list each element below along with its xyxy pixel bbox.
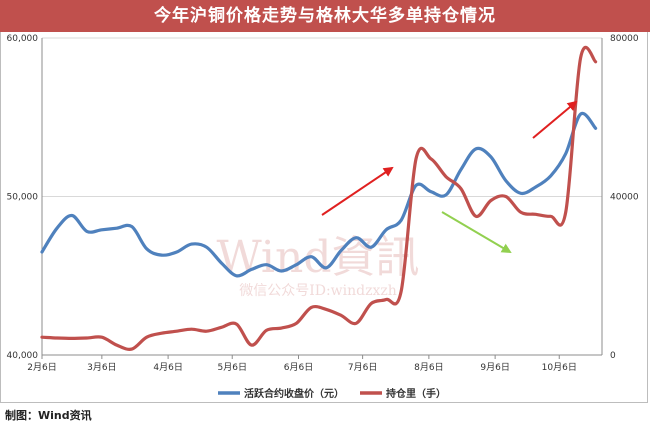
- y-left-tick-label: 40,000: [7, 351, 39, 361]
- y-left-tick-label: 50,000: [7, 193, 39, 203]
- x-tick-label: 10月6日: [542, 362, 577, 373]
- y-right-tick-label: 0: [610, 351, 616, 361]
- y-right-tick-label: 80000: [610, 34, 639, 44]
- plot-frame: [0, 32, 648, 403]
- source-note: 制图：Wind资讯: [5, 409, 92, 422]
- annotation-arrow-down: [441, 211, 512, 254]
- x-tick-label: 9月6日: [480, 362, 509, 373]
- watermark-logo: Wind資訊: [216, 232, 419, 283]
- series-line-open-interest: [40, 46, 598, 351]
- annotation-arrow-up-1: [321, 166, 394, 216]
- x-tick-label: 4月6日: [153, 362, 182, 373]
- chart-title: 今年沪铜价格走势与格林大华多单持仓情况: [0, 0, 650, 32]
- x-tick-label: 3月6日: [87, 362, 116, 373]
- y-left-tick-label: 60,000: [7, 34, 39, 44]
- watermark-subtitle: 微信公众号ID:windzxzh: [239, 283, 397, 299]
- x-tick-label: 7月6日: [348, 362, 377, 373]
- y-right-tick-label: 40000: [610, 193, 639, 203]
- x-tick-label: 6月6日: [284, 362, 313, 373]
- annotation-arrow-up-2: [532, 100, 578, 139]
- series-line-close-price: [40, 111, 598, 278]
- x-tick-label: 5月6日: [218, 362, 247, 373]
- x-tick-label: 2月6日: [27, 362, 56, 373]
- legend-label: 活跃合约收盘价（元）: [244, 387, 344, 400]
- x-tick-label: 8月6日: [414, 362, 443, 373]
- legend-label: 持仓里（手）: [386, 387, 446, 400]
